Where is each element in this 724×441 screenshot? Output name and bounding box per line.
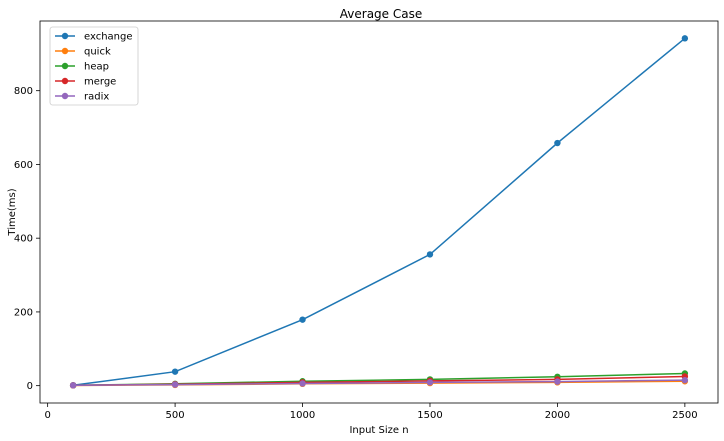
legend-marker (61, 62, 69, 70)
y-tick-label: 800 (14, 86, 33, 97)
legend-marker (61, 92, 69, 100)
legend-label: heap (84, 62, 109, 73)
legend-item-radix: radix (55, 92, 109, 103)
y-axis: 0 200 400 600 800 (14, 86, 40, 392)
series-line-exchange (73, 37, 686, 387)
data-point-exchange (299, 316, 306, 323)
legend-box (49, 26, 139, 106)
legend-item-heap: heap (55, 62, 109, 73)
x-axis-label: Input Size n (349, 425, 408, 436)
legend-label: radix (84, 92, 109, 103)
legend-item-merge: merge (55, 77, 116, 88)
x-tick-label: 1000 (290, 410, 315, 421)
legend-marker (61, 32, 69, 40)
series-line-radix (73, 379, 685, 387)
legend: exchange quick heap merge radix (49, 26, 139, 106)
y-axis-label: Time(ms) (7, 188, 18, 236)
plot-area (39, 20, 719, 404)
data-point-exchange (681, 35, 689, 42)
legend-item-exchange: exchange (55, 32, 133, 43)
data-point-exchange (426, 251, 434, 258)
x-tick-label: 0 (44, 410, 50, 421)
data-point-exchange (554, 139, 561, 147)
x-tick-label: 500 (166, 410, 185, 421)
y-tick-label: 0 (27, 381, 33, 392)
x-axis: 0 500 1000 1500 2000 2500 (44, 403, 698, 421)
data-point-radix (681, 376, 689, 384)
y-tick-label: 400 (14, 234, 33, 245)
series-layer (69, 35, 689, 389)
y-tick-label: 200 (14, 307, 33, 318)
legend-label: quick (84, 47, 111, 58)
series-exchange (69, 35, 689, 389)
data-point-radix (554, 378, 561, 385)
legend-marker (61, 77, 69, 85)
x-tick-label: 2000 (545, 410, 570, 421)
x-tick-label: 1500 (417, 410, 442, 421)
chart-title: Average Case (340, 7, 422, 21)
legend-item-quick: quick (55, 47, 111, 58)
legend-marker (61, 47, 69, 55)
legend-label: merge (84, 77, 116, 88)
y-tick-label: 600 (14, 160, 33, 171)
data-point-radix (69, 382, 77, 389)
data-point-radix (299, 380, 306, 387)
data-point-radix (426, 379, 434, 386)
legend-label: exchange (84, 32, 133, 43)
series-radix (69, 376, 689, 389)
data-point-radix (171, 381, 179, 388)
data-point-exchange (171, 368, 179, 375)
x-tick-label: 2500 (672, 410, 697, 421)
